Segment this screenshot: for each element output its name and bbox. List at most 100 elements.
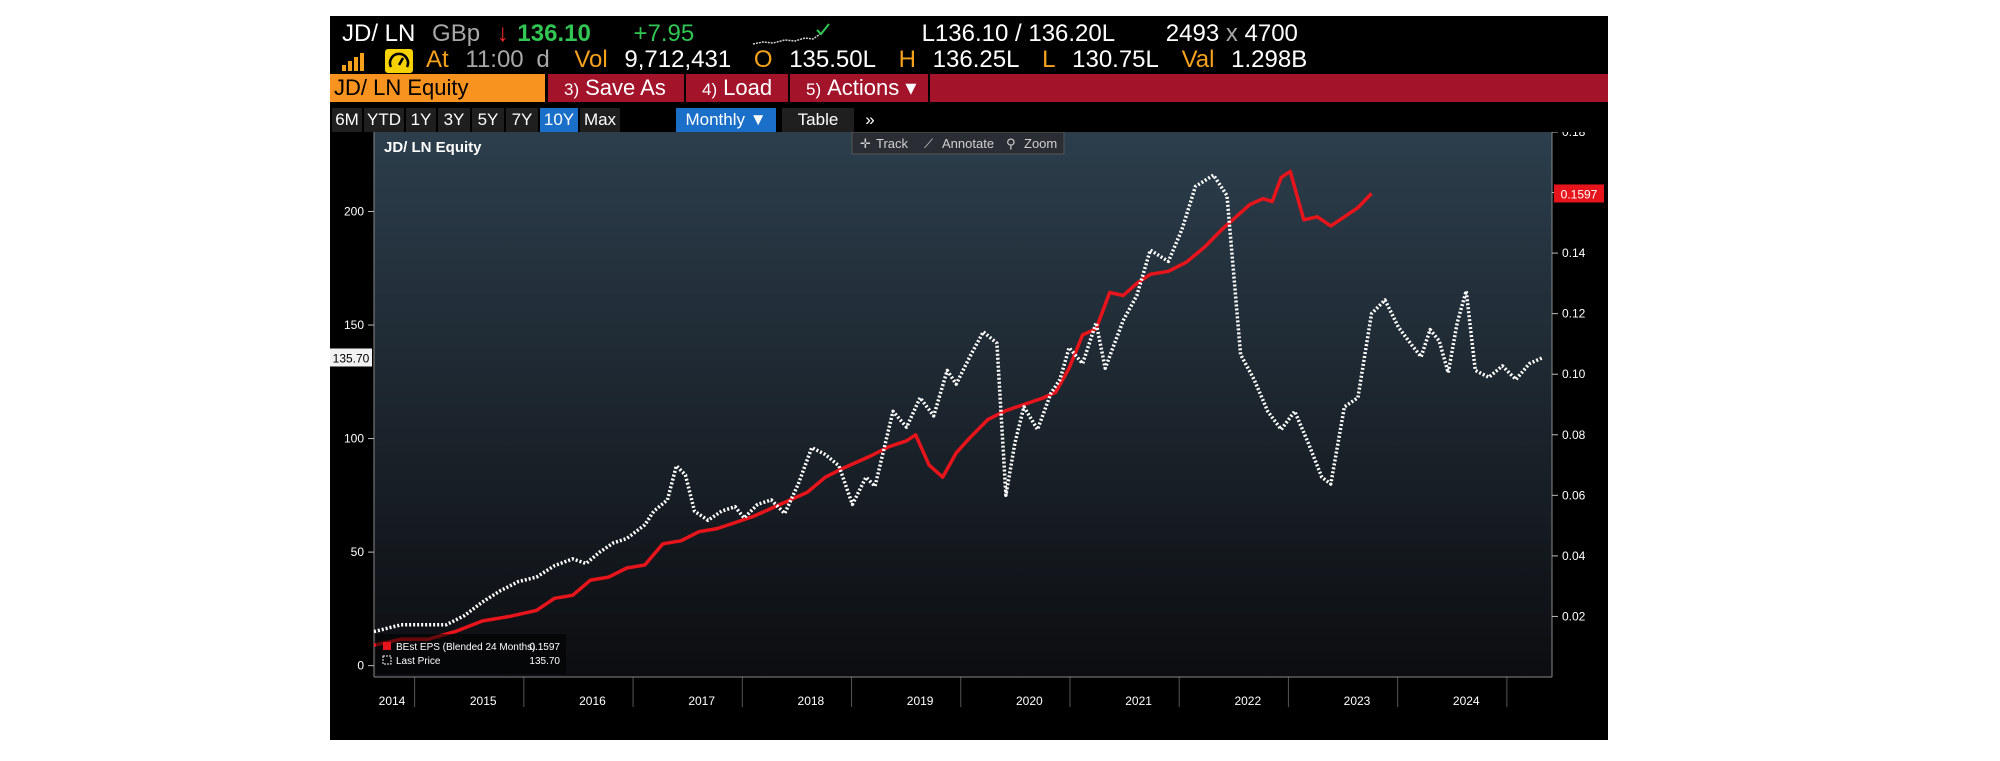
last-price: 136.10 (517, 20, 591, 47)
save-as-button[interactable]: 3) Save As (548, 74, 686, 102)
zoom-tool[interactable]: ⚲ Zoom (1006, 136, 1057, 152)
right-tick-label: 0.10 (1562, 367, 1586, 381)
bloomberg-terminal: JD/ LN GBp ↓ 136.10 +7.95 L136.10 / 136.… (330, 16, 1608, 740)
range-toolbar: 6M YTD 1Y 3Y 5Y 7Y 10Y Max Monthly ▼ Table » (330, 108, 1608, 132)
right-tick-label: 0.06 (1562, 488, 1586, 502)
crosshair-icon: ✛ (860, 137, 871, 152)
quote-line-1: JD/ LN GBp ↓ 136.10 +7.95 L136.10 / 136.… (342, 20, 1308, 48)
currency: GBp (432, 20, 481, 47)
range-button-10y[interactable]: 10Y (540, 108, 578, 132)
price-eps-chart: JD/ LN Equity ✛ Track ⟋ Annotate ⚲ Zoom … (330, 132, 1604, 708)
price-legend-label: Last Price (396, 656, 441, 667)
right-tick-label: 0.12 (1562, 307, 1586, 321)
left-tick-label: 200 (344, 204, 364, 218)
left-tick-label: 100 (344, 432, 364, 446)
actions-button[interactable]: 5) Actions ▾ (790, 74, 930, 102)
x-tick-label: 2016 (579, 694, 606, 708)
traded-value: 1.298B (1231, 46, 1308, 73)
sparkline-icon (752, 23, 830, 45)
range-button-1y[interactable]: 1Y (406, 108, 436, 132)
right-tick-label: 0.04 (1562, 549, 1586, 563)
annotate-tool[interactable]: ⟋ Annotate (924, 136, 994, 152)
more-button[interactable]: » (858, 108, 882, 132)
left-tick-label: 0 (357, 659, 364, 673)
x-tick-label: 2021 (1125, 694, 1152, 708)
frequency-dropdown[interactable]: Monthly ▼ (676, 108, 776, 132)
table-button[interactable]: Table (782, 108, 854, 132)
actions-number: 5) (806, 80, 822, 99)
plot-area (374, 132, 1552, 677)
down-arrow-icon: ↓ (496, 20, 509, 47)
price-legend-swatch (382, 655, 392, 665)
right-tick-label: 0.18 (1562, 132, 1586, 139)
range-button-3y[interactable]: 3Y (438, 108, 470, 132)
left-tick-label: 150 (344, 318, 364, 332)
x-tick-label: 2017 (688, 694, 715, 708)
gauge-icon (384, 48, 413, 73)
security-field[interactable]: JD/ LN Equity (330, 74, 548, 102)
magnifier-icon: ⚲ (1006, 137, 1016, 152)
quote-line-2: At 11:00 d Vol 9,712,431 O 135.50L H 136… (342, 46, 1317, 74)
x-tick-label: 2019 (907, 694, 934, 708)
pencil-icon: ⟋ (924, 137, 934, 152)
command-menubar: JD/ LN Equity 3) Save As 4) Load 5) Actions… (330, 74, 1608, 102)
eps-last-value-label: 0.1597 (1561, 187, 1598, 201)
right-tick-label: 0.08 (1562, 428, 1586, 442)
chart-toolbar: ✛ Track ⟋ Annotate ⚲ Zoom (851, 132, 1065, 155)
x-tick-label: 2020 (1016, 694, 1043, 708)
chart-title: JD/ LN Equity (384, 139, 482, 156)
left-tick-label: 50 (351, 545, 365, 559)
range-button-5y[interactable]: 5Y (472, 108, 504, 132)
track-tool[interactable]: ✛ Track (860, 136, 909, 152)
eps-legend-value: 0.1597 (529, 642, 560, 653)
range-button-max[interactable]: Max (580, 108, 620, 132)
low-label: L (1042, 46, 1056, 73)
net-change: +7.95 (633, 20, 695, 47)
at-label: At (426, 46, 449, 73)
eps-last-value-badge (1554, 184, 1604, 203)
bid: L136.10 (921, 20, 1009, 47)
price-last-value-label: 135.70 (333, 351, 370, 365)
x-tick-label: 2023 (1344, 694, 1371, 708)
eps-legend-label: BEst EPS (Blended 24 Months) (396, 642, 536, 653)
range-button-6m[interactable]: 6M (332, 108, 362, 132)
volume: 9,712,431 (624, 46, 732, 73)
quote-time: 11:00 (465, 46, 524, 73)
bid-ask-separator: / (1015, 20, 1022, 47)
ticker: JD/ LN (342, 20, 416, 47)
last-price-series-line (373, 173, 1544, 634)
legend: BEst EPS (Blended 24 Months) 0.1597 Last… (376, 634, 566, 674)
legend-bg (376, 634, 566, 674)
price-last-value-badge (330, 348, 372, 367)
high-price: 136.25L (932, 46, 1020, 73)
actions-label: Actions ▾ (827, 75, 917, 100)
signal-bars-icon (342, 52, 364, 71)
load-button[interactable]: 4) Load (686, 74, 790, 102)
open-price: 135.50L (789, 46, 876, 73)
range-button-7y[interactable]: 7Y (506, 108, 538, 132)
low-price: 130.75L (1072, 46, 1159, 73)
annotate-label: Annotate (942, 136, 994, 151)
save-as-number: 3) (564, 80, 580, 99)
right-tick-label: 0.02 (1562, 609, 1586, 623)
right-tick-label: 0.14 (1562, 246, 1586, 260)
save-as-label: Save As (585, 75, 666, 100)
range-button-ytd[interactable]: YTD (364, 108, 404, 132)
x-tick-label: 2014 (379, 694, 406, 708)
bid-size: 2493 (1165, 20, 1220, 47)
open-label: O (753, 46, 773, 73)
x-tick-label: 2015 (470, 694, 497, 708)
chart-toolbar-bg (851, 132, 1065, 155)
size-separator: x (1225, 20, 1238, 47)
x-tick-label: 2022 (1234, 694, 1261, 708)
time-suffix: d (536, 46, 550, 73)
track-label: Track (876, 136, 909, 151)
high-label: H (898, 46, 916, 73)
zoom-label: Zoom (1024, 136, 1057, 151)
x-tick-label: 2018 (798, 694, 825, 708)
price-legend-value: 135.70 (529, 656, 560, 667)
val-label: Val (1181, 46, 1215, 73)
load-label: Load (723, 75, 773, 100)
ask: 136.20L (1028, 20, 1116, 47)
eps-legend-swatch (383, 642, 391, 650)
